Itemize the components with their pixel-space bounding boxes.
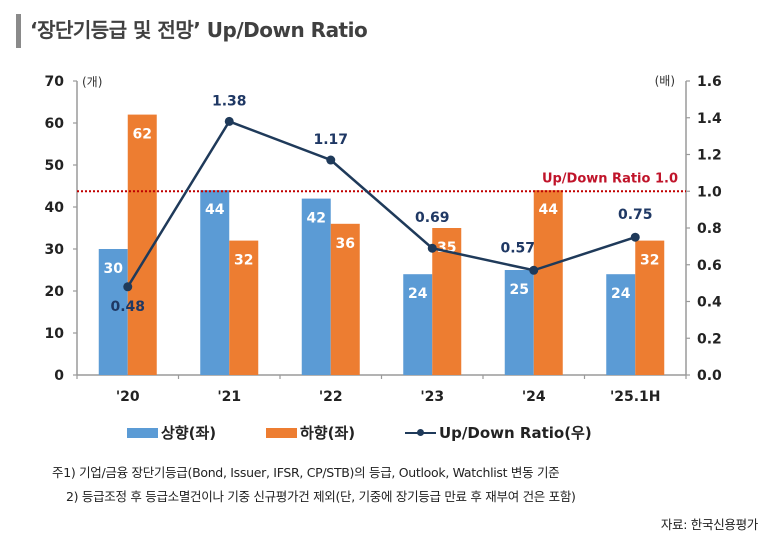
bar-up (301, 198, 331, 375)
x-tick-label: '20 (116, 389, 140, 405)
left-tick-label: 50 (45, 158, 65, 174)
bar-down-label: 36 (336, 236, 355, 252)
bar-up (200, 190, 230, 375)
legend-label-ratio: Up/Down Ratio(우) (439, 424, 592, 442)
ratio-point (630, 232, 640, 242)
legend-label-up: 상향(좌) (161, 424, 217, 442)
ratio-point (123, 282, 133, 292)
footnote-2: 2) 등급조정 후 등급소멸건이나 기중 신규평가건 제외(단, 기중에 장기등… (66, 489, 576, 504)
bar-up-label: 42 (307, 211, 326, 227)
x-tick-label: '22 (319, 389, 343, 405)
right-tick-label: 1.6 (697, 74, 722, 90)
legend-swatch-up (127, 427, 158, 438)
bar-down (533, 190, 563, 375)
ratio-line (126, 119, 636, 288)
footnote-1: 주1) 기업/금융 장단기등급(Bond, Issuer, IFSR, CP/S… (52, 465, 560, 480)
right-tick-label: 1.0 (697, 184, 722, 200)
bar-down-label: 44 (539, 202, 559, 218)
bar-down-label: 62 (133, 127, 152, 143)
legend-item-down: 하향(좌) (266, 422, 355, 443)
bar-down-label: 32 (640, 253, 659, 269)
ratio-data-label: 0.57 (500, 240, 535, 256)
bar-down (330, 223, 360, 375)
legend-label-down: 하향(좌) (300, 424, 356, 442)
ratio-data-label: 0.69 (415, 210, 450, 226)
bar-up-label: 44 (205, 202, 225, 218)
x-tick-label: '25.1H (610, 389, 661, 405)
bar-up-label: 25 (510, 282, 529, 298)
title-accent-bar (16, 14, 21, 48)
ratio-data-label: 1.17 (313, 132, 348, 148)
left-tick-label: 40 (45, 200, 65, 216)
ratio-data-label: 0.75 (618, 207, 653, 223)
bar-down (635, 240, 665, 375)
right-tick-label: 0.0 (697, 368, 722, 384)
chart-area: 0 10 20 30 40 50 60 70 0.0 0.2 0.4 0.6 0.8 1.0 1.2 1.4 1… (45, 74, 723, 405)
chart-title: ‘장단기등급 및 전망’ Up/Down Ratio (30, 18, 368, 42)
bar-up-label: 24 (611, 286, 631, 302)
x-tick-label: '23 (420, 389, 444, 405)
ratio-data-label: 1.38 (212, 93, 247, 109)
bar-up (606, 274, 636, 375)
right-tick-label: 0.2 (697, 331, 722, 347)
x-tick-label: '24 (522, 389, 546, 405)
right-tick-label: 0.4 (697, 295, 722, 311)
left-axis-unit: (개) (82, 75, 102, 89)
right-axis-unit: (배) (655, 74, 675, 88)
right-tick-label: 0.6 (697, 258, 722, 274)
bar-down (127, 114, 157, 375)
right-tick-label: 0.8 (697, 221, 722, 237)
ratio-point (326, 155, 336, 165)
source-note: 자료: 한국신용평가 (660, 517, 758, 532)
bar-up (98, 249, 128, 375)
left-tick-label: 30 (45, 242, 65, 258)
right-tick-label: 1.2 (697, 148, 722, 164)
bar-up (403, 274, 433, 375)
left-tick-label: 20 (45, 284, 65, 300)
bar-down (229, 240, 259, 375)
left-tick-label: 60 (45, 116, 65, 132)
bar-up (504, 270, 534, 375)
legend-item-up: 상향(좌) (127, 422, 216, 443)
left-tick-label: 0 (54, 368, 64, 384)
ratio-point (427, 243, 437, 253)
legend-swatch-down (266, 427, 297, 438)
left-tick-label: 70 (45, 74, 65, 90)
right-tick-label: 1.4 (697, 111, 722, 127)
legend-item-ratio: Up/Down Ratio(우) (405, 422, 592, 443)
bar-up-label: 30 (104, 261, 124, 277)
legend-swatch-ratio (405, 428, 436, 438)
x-tick-label: '21 (217, 389, 241, 405)
ratio-point (529, 265, 539, 275)
ratio-point (224, 116, 234, 126)
reference-line-label: Up/Down Ratio 1.0 (542, 171, 678, 186)
ratio-data-label: 0.48 (110, 299, 145, 315)
bar-down-label: 32 (234, 253, 253, 269)
bar-up-label: 24 (408, 286, 428, 302)
left-tick-label: 10 (45, 326, 65, 342)
